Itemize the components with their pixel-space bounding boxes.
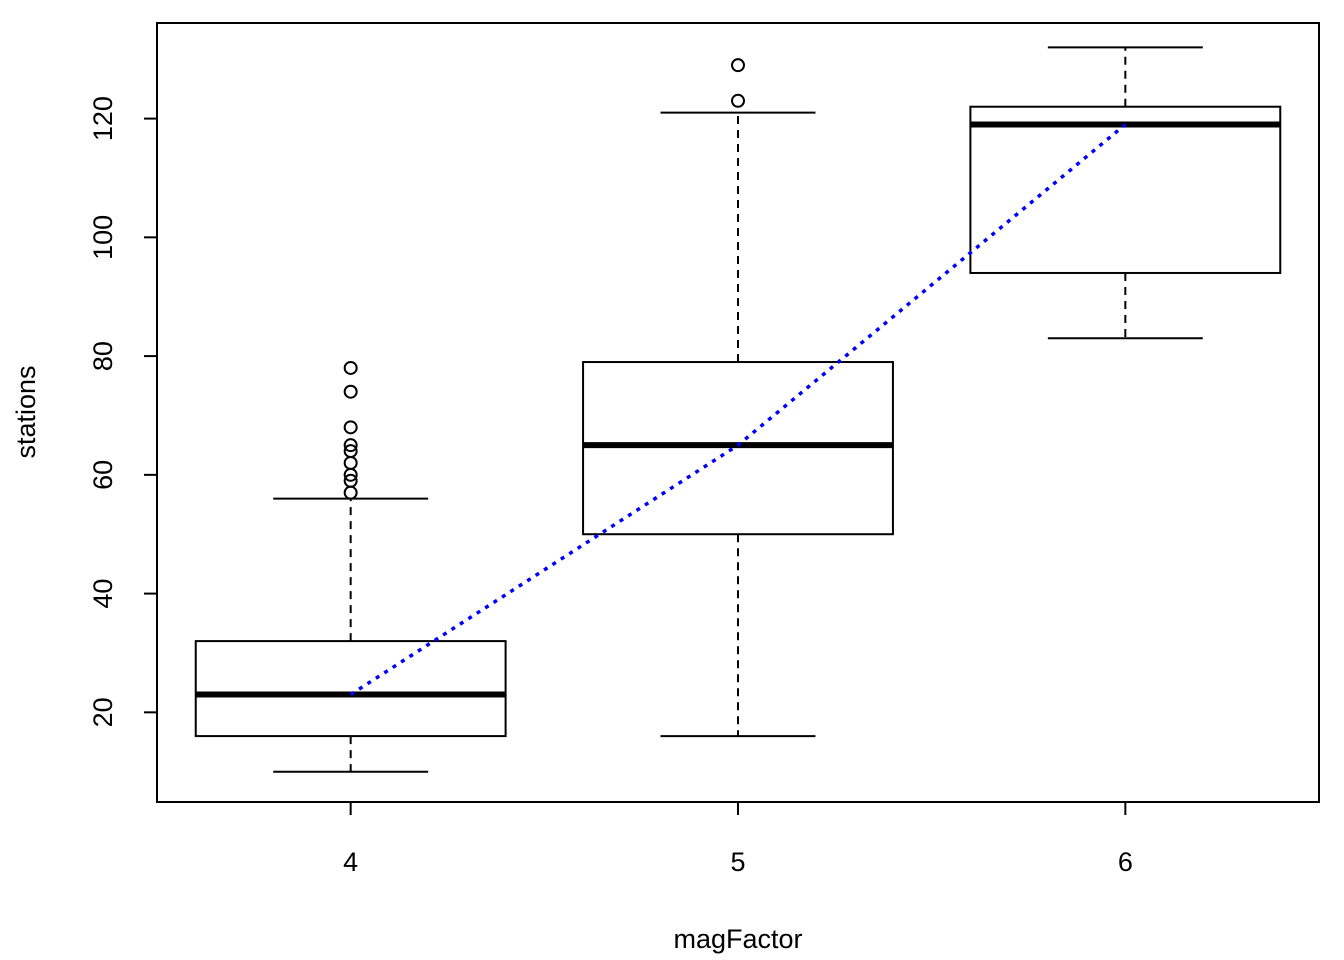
outlier-point xyxy=(343,444,358,459)
outlier-point xyxy=(343,360,358,375)
y-axis-title: stations xyxy=(11,365,41,458)
outlier-point xyxy=(343,420,358,435)
median-connector-line xyxy=(349,123,1127,697)
box-iqr xyxy=(969,105,1282,274)
y-tick-label: 60 xyxy=(88,460,118,490)
outlier-point xyxy=(731,93,745,108)
box-iqr xyxy=(194,640,507,738)
y-tick-label: 120 xyxy=(88,96,118,141)
x-tick-label: 6 xyxy=(1118,847,1133,877)
y-tick-label: 80 xyxy=(88,341,118,371)
box-group-5 xyxy=(582,58,894,738)
x-tick-label: 5 xyxy=(730,847,745,877)
y-tick-label: 40 xyxy=(88,579,118,609)
outlier-point xyxy=(731,58,745,73)
x-axis: 4 5 6 xyxy=(343,801,1133,877)
y-tick-label: 20 xyxy=(88,697,118,727)
boxes-layer xyxy=(194,46,1282,773)
box-group-6 xyxy=(969,46,1282,340)
outlier-point xyxy=(343,473,358,488)
outlier-point xyxy=(343,438,358,453)
y-axis: 20 40 60 80 100 120 xyxy=(88,96,158,727)
x-tick-label: 4 xyxy=(343,847,358,877)
outlier-point xyxy=(343,485,358,500)
x-axis-title: magFactor xyxy=(673,924,802,954)
median-connector-layer xyxy=(349,123,1127,697)
outlier-point xyxy=(343,384,358,399)
outlier-point xyxy=(343,455,358,470)
y-tick-label: 100 xyxy=(88,215,118,260)
box-group-4 xyxy=(194,360,507,773)
